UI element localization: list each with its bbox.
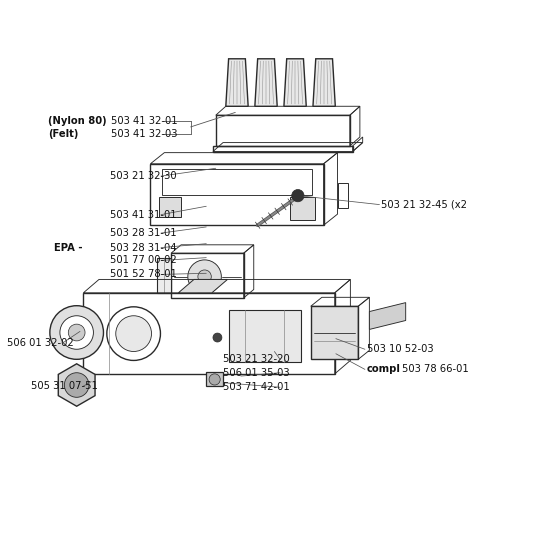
Circle shape [50, 306, 104, 360]
Text: 506 01 32-02: 506 01 32-02 [7, 338, 74, 348]
Polygon shape [290, 197, 315, 220]
Text: 503 78 66-01: 503 78 66-01 [402, 365, 469, 375]
Text: 501 77 00-02: 501 77 00-02 [110, 255, 176, 265]
Text: 503 28 31-04: 503 28 31-04 [110, 242, 176, 253]
Circle shape [188, 260, 221, 293]
Text: 503 21 32-20: 503 21 32-20 [223, 354, 290, 365]
Text: 503 41 31-01: 503 41 31-01 [110, 209, 176, 220]
Text: 503 10 52-03: 503 10 52-03 [367, 344, 433, 354]
Polygon shape [228, 310, 301, 362]
Text: 503 71 42-01: 503 71 42-01 [223, 382, 290, 392]
Circle shape [292, 189, 304, 202]
Polygon shape [206, 372, 223, 386]
Text: 506 01 35-03: 506 01 35-03 [223, 368, 290, 378]
Polygon shape [255, 59, 277, 106]
Circle shape [107, 307, 161, 361]
Text: 503 21 32-45 (x2: 503 21 32-45 (x2 [381, 199, 466, 209]
Polygon shape [370, 302, 405, 329]
Text: 503 28 31-01: 503 28 31-01 [110, 228, 176, 238]
Text: 503 41 32-01: 503 41 32-01 [111, 116, 178, 126]
Polygon shape [284, 59, 306, 106]
Text: 505 31 07-51: 505 31 07-51 [31, 381, 99, 391]
Text: (Felt): (Felt) [48, 129, 78, 139]
Circle shape [209, 374, 220, 385]
Circle shape [213, 333, 222, 342]
Polygon shape [159, 197, 181, 217]
Circle shape [198, 270, 211, 283]
Circle shape [116, 316, 152, 352]
Polygon shape [313, 59, 335, 106]
Polygon shape [178, 279, 227, 293]
Polygon shape [58, 364, 95, 406]
Text: 503 21 32-30: 503 21 32-30 [110, 171, 176, 181]
Polygon shape [157, 258, 171, 293]
Circle shape [60, 316, 94, 349]
Circle shape [64, 373, 89, 397]
Polygon shape [226, 59, 248, 106]
Text: 501 52 78-01: 501 52 78-01 [110, 269, 176, 279]
Circle shape [68, 324, 85, 341]
Polygon shape [311, 306, 358, 360]
Text: (Nylon 80): (Nylon 80) [48, 116, 107, 126]
Text: 503 41 32-03: 503 41 32-03 [111, 129, 178, 139]
Text: EPA -: EPA - [54, 242, 82, 253]
Text: compl: compl [367, 365, 400, 375]
